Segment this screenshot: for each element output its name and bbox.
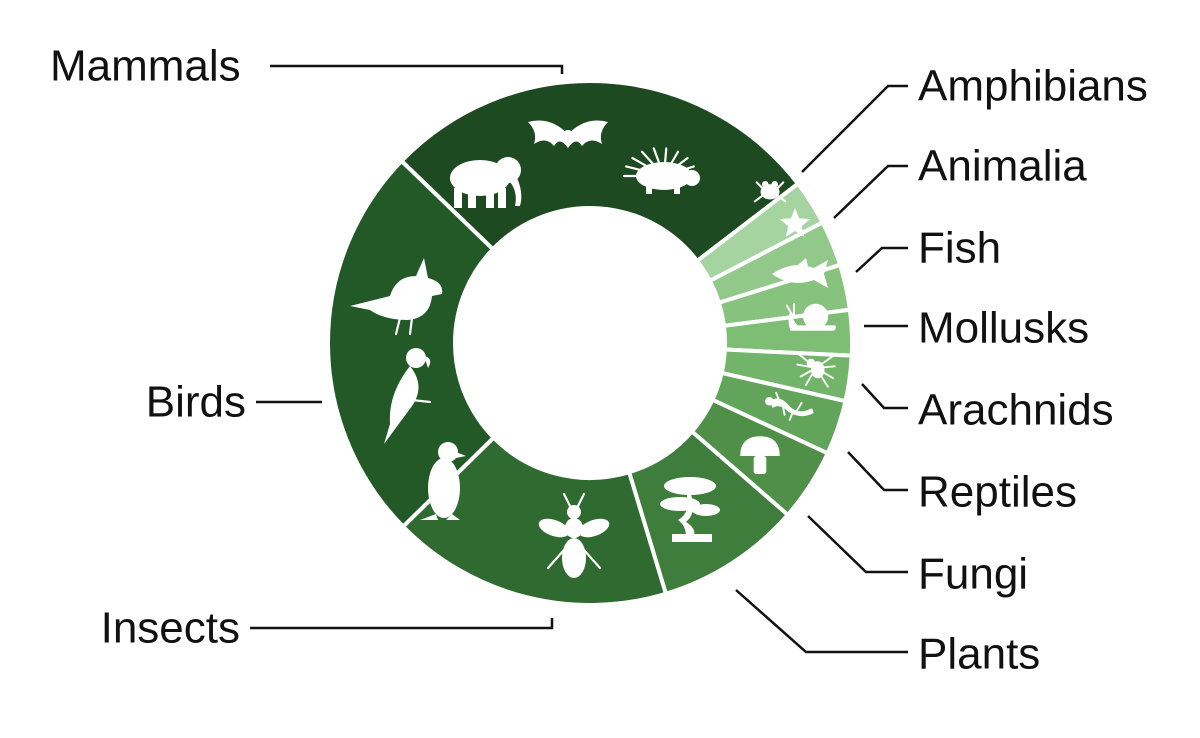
icons-group — [350, 120, 836, 578]
spider-icon — [796, 353, 836, 388]
cardinal-icon — [350, 258, 443, 336]
bee-icon — [538, 492, 610, 578]
labels-group: Mammals Amphibians Animalia Fish Mollusks Ara… — [50, 42, 1148, 679]
leader-line-animalia — [833, 164, 908, 219]
penguin-icon — [420, 442, 466, 520]
label-birds: Birds — [146, 378, 246, 427]
frog-icon — [753, 180, 787, 203]
starfish-icon — [779, 208, 811, 237]
leader-line-insects — [250, 618, 554, 630]
leader-line-plants — [735, 589, 908, 654]
label-plants: Plants — [918, 630, 1040, 679]
slice-insects — [400, 434, 669, 607]
leader-line-fish — [855, 246, 908, 273]
elephant-icon — [450, 157, 522, 208]
snail-icon — [785, 302, 836, 331]
mushroom-icon — [740, 436, 780, 474]
label-reptiles: Reptiles — [918, 468, 1077, 517]
label-mammals: Mammals — [50, 42, 241, 91]
label-insects: Insects — [101, 604, 240, 653]
leader-line-mammals — [270, 64, 564, 74]
label-arachnids: Arachnids — [918, 386, 1114, 435]
label-fungi: Fungi — [918, 550, 1028, 599]
leader-line-amphibians — [801, 84, 908, 173]
leader-line-fungi — [807, 515, 908, 574]
lizard-icon — [765, 391, 814, 421]
parrot-icon — [384, 348, 432, 444]
slice-birds — [326, 158, 497, 530]
leader-line-reptiles — [847, 451, 908, 492]
leader-line-arachnids — [861, 383, 908, 410]
label-amphibians: Amphibians — [918, 62, 1148, 111]
slice-mammals — [398, 79, 801, 264]
label-fish: Fish — [918, 224, 1001, 273]
slices-group — [326, 79, 854, 607]
fish-icon — [772, 258, 828, 288]
bat-icon — [528, 120, 608, 148]
porcupine-icon — [622, 147, 700, 194]
bonsai-icon — [660, 477, 720, 542]
label-mollusks: Mollusks — [918, 304, 1089, 353]
label-animalia: Animalia — [918, 142, 1087, 191]
leader-lines-group — [250, 64, 908, 654]
